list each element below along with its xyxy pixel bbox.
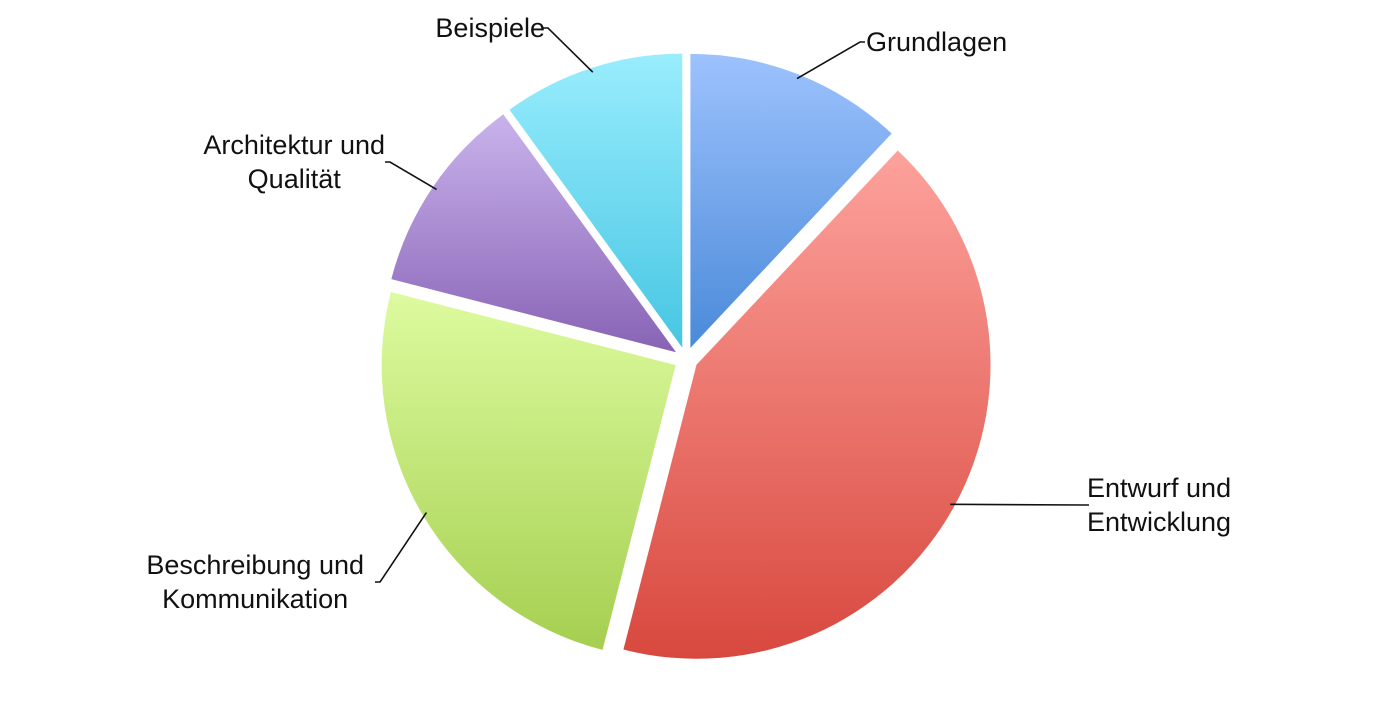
slice-label-3: Beschreibung und Kommunikation	[146, 550, 364, 614]
slice-label-line: Beispiele	[435, 13, 545, 43]
slice-label-line: Beschreibung und	[146, 550, 364, 580]
pie-slice-1	[690, 53, 892, 348]
slice-label-line: Entwicklung	[1087, 507, 1231, 537]
pie-slice-3	[381, 291, 676, 650]
leader-line-2	[950, 503, 1089, 506]
slice-label-1: Grundlagen	[866, 27, 1007, 57]
slice-label-line: Kommunikation	[162, 584, 348, 614]
pie-slice-5	[509, 53, 683, 348]
slice-label-4: Architektur und Qualität	[203, 130, 385, 194]
labels-layer: Grundlagen Entwurf und Entwicklung Beschrei…	[146, 13, 1231, 614]
leaders-layer	[375, 27, 1089, 583]
pie-slice-2	[623, 150, 991, 659]
leader-line-5	[543, 27, 594, 73]
slice-label-line: Grundlagen	[866, 27, 1007, 57]
slice-label-line: Architektur und	[203, 130, 385, 160]
slice-label-line: Entwurf und	[1087, 473, 1231, 503]
leader-line-1	[796, 41, 865, 80]
slice-label-2: Entwurf und Entwicklung	[1087, 473, 1231, 537]
slice-label-5: Beispiele	[435, 13, 545, 43]
slice-label-line: Qualität	[248, 164, 342, 194]
leader-line-3	[375, 512, 428, 583]
pie-slice-4	[391, 114, 677, 353]
leader-line-4	[385, 161, 437, 191]
slices-layer	[381, 53, 991, 659]
